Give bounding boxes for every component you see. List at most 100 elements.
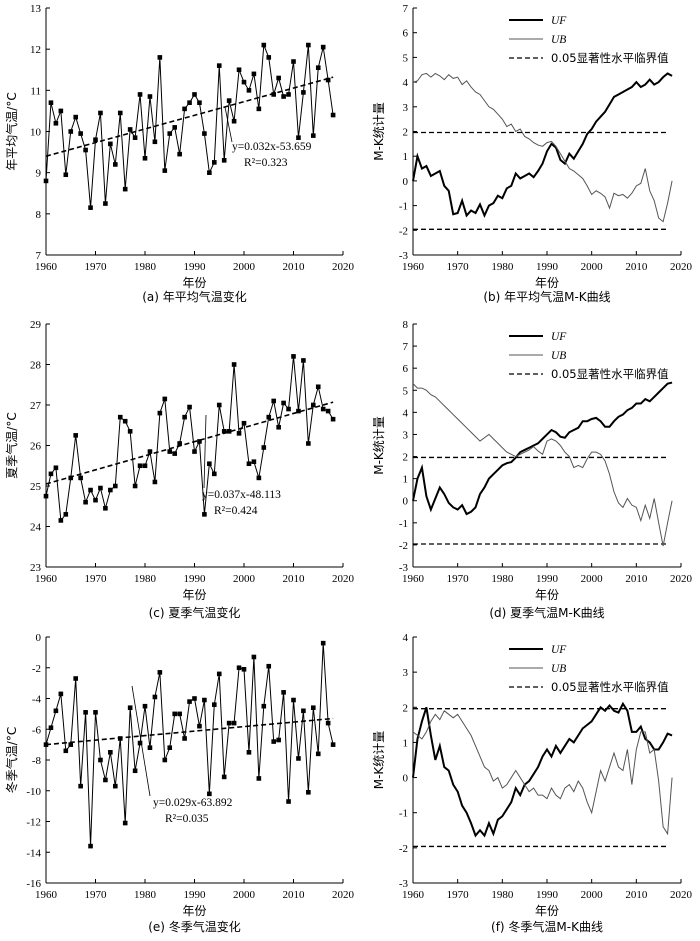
data-point-marker <box>43 493 49 499</box>
x-tick-label: 1970 <box>447 573 470 585</box>
data-point-marker <box>127 705 133 711</box>
data-point-marker <box>325 408 331 414</box>
x-tick-label: 2010 <box>283 261 306 273</box>
uf-curve <box>412 701 673 838</box>
figure-caption: (d) 夏季气温M-K曲线 <box>489 605 604 620</box>
data-point-marker <box>98 110 103 116</box>
x-axis-label: 年份 <box>535 588 559 602</box>
data-point-marker <box>48 471 54 477</box>
data-point-marker <box>162 396 168 402</box>
y-tick-label: -12 <box>26 817 41 829</box>
data-point-marker <box>177 441 182 446</box>
data-point-marker <box>73 114 78 120</box>
data-point-marker <box>315 384 321 390</box>
ub-curve <box>412 72 673 223</box>
chart-panel-f: -3 -2 -1 0 1 2 3 4 1960 1970 1980 1990 2000 2010 2020 年… <box>372 632 693 934</box>
data-point-marker <box>152 479 158 485</box>
data-point-marker <box>320 640 326 646</box>
data-point-marker <box>122 820 128 826</box>
x-tick-label: 1970 <box>85 573 108 585</box>
x-tick-label: 1990 <box>536 889 559 901</box>
y-tick-label: 25 <box>30 481 42 493</box>
y-axis-label: 夏季气温/°C <box>4 412 19 478</box>
data-point-marker <box>117 110 123 116</box>
data-point-marker <box>152 694 158 700</box>
data-point-marker <box>113 162 118 167</box>
y-tick-label: -2 <box>32 663 41 675</box>
y-tick-label: 12 <box>30 44 41 56</box>
data-point-marker <box>88 205 93 210</box>
data-point-marker <box>58 691 64 697</box>
y-tick-label: -3 <box>399 562 409 574</box>
data-point-marker <box>281 94 286 99</box>
data-point-marker <box>122 418 128 424</box>
data-point-marker <box>212 160 217 165</box>
data-point-marker <box>261 42 267 48</box>
x-tick-label: 1990 <box>536 261 559 273</box>
y-tick-label: 3 <box>403 102 409 114</box>
figure-caption: (b) 年平均气温M-K曲线 <box>483 289 610 304</box>
r-squared-label: R²=0.323 <box>244 157 288 169</box>
data-point-marker <box>296 408 301 414</box>
y-tick-label: 2 <box>403 127 409 139</box>
chart-panel-e: -16 -14 -12 -10 -8 -6 -4 -2 0 1960 1970 1980 1990 200… <box>4 632 355 934</box>
data-point-marker <box>306 42 311 48</box>
data-point-marker <box>73 433 78 438</box>
data-point-marker <box>296 135 301 140</box>
data-point-marker <box>53 465 59 471</box>
uf-curve <box>412 72 673 219</box>
x-tick-label: 1980 <box>134 889 157 901</box>
data-point-marker <box>113 483 118 489</box>
x-tick-label: 2010 <box>625 889 648 901</box>
data-point-marker <box>207 791 212 797</box>
y-tick-label: -10 <box>26 786 41 798</box>
data-point-marker <box>256 475 262 481</box>
data-point-marker <box>266 414 272 420</box>
data-point-marker <box>315 65 321 70</box>
legend-label: UB <box>551 350 566 362</box>
y-axis-label: 年平均气温/°C <box>4 92 19 170</box>
legend-label: UB <box>551 663 566 675</box>
y-tick-label: 5 <box>403 385 409 397</box>
x-tick-label: 1960 <box>402 261 425 273</box>
data-point-marker <box>192 449 197 454</box>
data-point-marker <box>241 79 247 85</box>
y-tick-label: -16 <box>26 878 41 890</box>
x-axis-label: 年份 <box>182 588 206 602</box>
data-point-marker <box>256 776 262 781</box>
data-point-marker <box>127 127 133 132</box>
data-point-marker <box>231 362 237 367</box>
x-tick-label: 1960 <box>402 889 425 901</box>
y-tick-label: 1 <box>403 474 409 486</box>
data-point-marker <box>63 512 69 517</box>
data-point-marker <box>162 168 168 173</box>
data-point-marker <box>132 768 138 774</box>
y-tick-label: -1 <box>399 518 408 530</box>
y-tick-label: 26 <box>30 441 42 453</box>
y-tick-label: 23 <box>30 562 42 574</box>
y-tick-label: -2 <box>399 225 408 237</box>
legend-label: 0.05显著性水平临界值 <box>551 367 669 381</box>
data-point-marker <box>315 751 321 757</box>
data-point-marker <box>63 172 69 178</box>
data-point-marker <box>78 475 83 481</box>
y-tick-label: -8 <box>32 755 42 767</box>
data-point-marker <box>251 459 257 464</box>
y-tick-label: -1 <box>399 201 408 213</box>
x-tick-label: 1960 <box>35 573 58 585</box>
data-point-marker <box>306 441 311 446</box>
x-tick-label: 2020 <box>670 889 693 901</box>
data-point-marker <box>83 710 88 715</box>
data-point-marker <box>187 699 192 704</box>
data-point-marker <box>320 44 326 50</box>
x-tick-label: 2020 <box>332 261 355 273</box>
x-tick-label: 2020 <box>332 573 355 585</box>
data-point-marker <box>73 676 78 681</box>
data-point-marker <box>53 708 59 714</box>
y-tick-label: 0 <box>36 632 42 644</box>
data-point-marker <box>157 410 163 416</box>
data-point-marker <box>197 439 202 444</box>
data-point-marker <box>113 783 118 789</box>
data-point-marker <box>93 497 98 503</box>
data-point-marker <box>221 429 227 434</box>
